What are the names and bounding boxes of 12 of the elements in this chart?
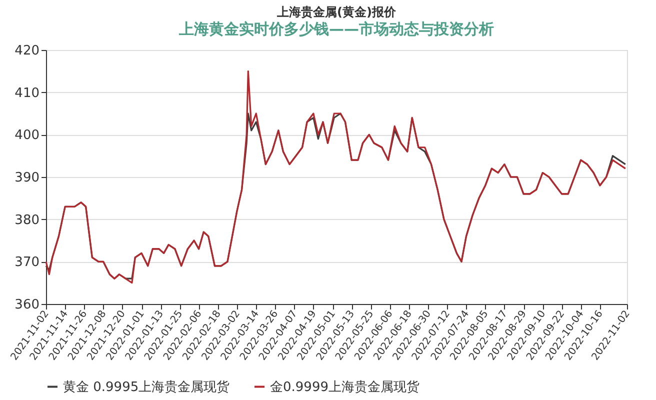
y-tick-label: 410 bbox=[14, 86, 40, 101]
y-tick-label: 390 bbox=[14, 170, 40, 186]
line-series bbox=[45, 70, 626, 284]
chart-title: 上海贵金属(黄金)报价 bbox=[276, 5, 397, 19]
y-tick-label: 370 bbox=[14, 255, 40, 270]
legend-label: 黄金 0.9995上海贵金属现货 bbox=[63, 380, 230, 395]
y-tick-label: 420 bbox=[14, 44, 40, 58]
y-tick-label: 400 bbox=[14, 128, 40, 144]
y-tick-label: 360 bbox=[14, 298, 40, 312]
y-tick-label: 380 bbox=[14, 212, 40, 228]
text: 上海黄金实时价多少钱——市场动态与投资分析 bbox=[178, 20, 494, 38]
legend-label: 金0.9999上海贵金属现货 bbox=[270, 380, 420, 395]
